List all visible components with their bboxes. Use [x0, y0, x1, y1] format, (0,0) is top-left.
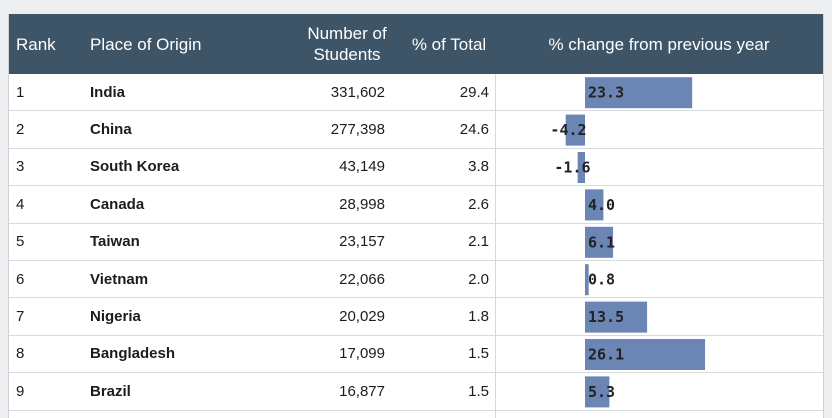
rank-cell: 4 — [16, 195, 25, 213]
pct-total-cell: 1.8 — [468, 308, 489, 326]
pct-total-cell: 2.6 — [468, 195, 489, 213]
origin-cell: South Korea — [90, 158, 180, 176]
change-value-label: -4.2 — [550, 121, 586, 139]
students-cell: 277,398 — [330, 121, 385, 139]
pct-total-cell: 29.4 — [459, 83, 489, 101]
table-row: 1 India 331,602 29.4 — [9, 74, 823, 112]
rank-cell: 6 — [16, 270, 25, 288]
change-bar — [585, 226, 614, 258]
table-row: 5 Taiwan 23,157 2.1 — [9, 224, 823, 261]
pct-total-cell: 1.5 — [468, 382, 489, 400]
rank-cell: 5 — [16, 233, 25, 251]
table-row: 6 Vietnam 22,066 2.0 — [9, 261, 823, 299]
rank-cell: 2 — [16, 121, 25, 139]
header-rank[interactable]: Rank — [16, 34, 56, 54]
header-number-of-students[interactable]: Number of Students — [307, 24, 387, 64]
change-bar — [585, 77, 693, 109]
origin-cell: China — [90, 121, 132, 139]
table-row: 3 South Korea 43,149 3.8 — [9, 149, 823, 187]
origin-cell: Vietnam — [90, 270, 149, 288]
students-cell: 43,149 — [339, 158, 385, 176]
pct-total-cell: 1.5 — [468, 345, 489, 363]
table-row: 9 Brazil 16,877 1.5 — [9, 373, 823, 411]
rank-cell: 7 — [16, 308, 25, 326]
table-row: 2 China 277,398 24.6 — [9, 111, 823, 149]
pct-total-cell: 2.0 — [468, 270, 489, 288]
pct-total-cell: 24.6 — [459, 121, 489, 139]
origin-cell: Canada — [90, 195, 145, 213]
change-value-label: 4.0 — [588, 196, 615, 214]
pct-total-cell: 2.1 — [468, 233, 489, 251]
change-value-label: 6.1 — [588, 233, 615, 251]
change-bar-chart: 23.3 -4.2 -1.6 4.0 6.1 0.8 13.5 26.1 5.3 — [550, 77, 706, 408]
students-cell: 23,157 — [339, 233, 385, 251]
change-value-label: 26.1 — [588, 346, 624, 364]
table-header: Rank Place of Origin Number of Students … — [9, 14, 823, 74]
rank-cell: 3 — [16, 158, 25, 176]
change-bar — [565, 114, 585, 146]
change-bar — [577, 152, 585, 183]
change-value-label: 0.8 — [588, 271, 615, 289]
students-cell: 20,029 — [339, 308, 385, 326]
origin-cell: Brazil — [90, 382, 131, 400]
students-cell: 331,602 — [330, 83, 385, 101]
change-bar — [585, 264, 589, 296]
change-bar — [585, 339, 706, 370]
origin-cell: Bangladesh — [90, 345, 176, 363]
header-percent-change[interactable]: % change from previous year — [548, 34, 770, 54]
change-value-label: -1.6 — [554, 159, 590, 177]
change-value-label: 23.3 — [588, 84, 624, 102]
rank-cell: 1 — [16, 83, 25, 101]
table-row: 4 Canada 28,998 2.6 — [9, 186, 823, 224]
students-cell: 22,066 — [339, 270, 385, 288]
students-cell: 16,877 — [339, 382, 385, 400]
change-bar — [585, 189, 604, 221]
rank-cell: 9 — [16, 382, 25, 400]
table-row: 8 Bangladesh 17,099 1.5 — [9, 336, 823, 374]
rank-cell: 8 — [16, 345, 25, 363]
origin-cell: Nigeria — [90, 308, 141, 326]
pct-total-cell: 3.8 — [468, 158, 489, 176]
header-percent-of-total[interactable]: % of Total — [411, 34, 487, 54]
data-table: Rank Place of Origin Number of Students … — [8, 14, 824, 418]
students-cell: 17,099 — [339, 345, 385, 363]
students-cell: 28,998 — [339, 195, 385, 213]
change-value-label: 13.5 — [588, 308, 624, 326]
column-divider — [495, 74, 496, 418]
change-value-label: 5.3 — [588, 383, 615, 401]
origin-cell: Taiwan — [90, 233, 140, 251]
origin-cell: India — [90, 83, 126, 101]
table-row: 7 Nigeria 20,029 1.8 — [9, 298, 823, 336]
table-body: 1 India 331,602 29.4 2 China 277,398 24.6 3 South… — [9, 74, 823, 411]
change-bar — [585, 301, 648, 333]
header-place-of-origin[interactable]: Place of Origin — [90, 34, 202, 54]
change-bar — [585, 376, 610, 408]
